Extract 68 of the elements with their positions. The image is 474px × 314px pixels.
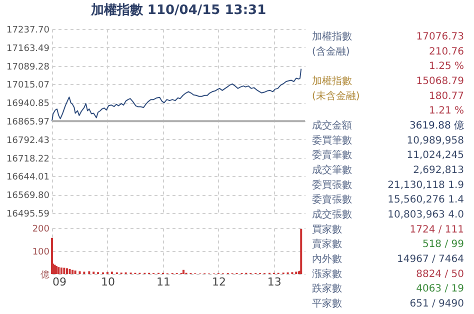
text: 210.76	[429, 46, 464, 58]
text: 1.21 %	[429, 106, 464, 117]
y-tick-label: 16865.97	[6, 118, 50, 128]
text: 21,130,118 1.9	[388, 180, 464, 191]
y-tick-label: 16718.22	[6, 154, 50, 164]
line-series	[52, 68, 302, 122]
bar	[58, 267, 60, 274]
bar	[74, 270, 76, 274]
category-label: 內外數	[312, 253, 342, 266]
y-tick-label: 16792.43	[6, 136, 50, 146]
category-label: 賣家數	[312, 238, 342, 250]
text: 10,989,958	[406, 135, 464, 146]
category-label: 成交金額	[312, 119, 352, 132]
y-tick-label: 16940.85	[6, 99, 50, 110]
bar	[68, 268, 71, 274]
y-tick-label: 16495.59	[6, 210, 50, 220]
bar	[300, 228, 302, 274]
text: 17076.73	[416, 31, 464, 42]
bar	[78, 271, 81, 274]
y-tick-label: 17015.07	[6, 80, 50, 91]
category-label: 跌家數	[312, 282, 342, 295]
category-label: 加權指數	[312, 74, 352, 87]
category-label: 成交張數	[312, 208, 352, 221]
text: 15,560,276 1.4	[388, 194, 464, 206]
bar	[63, 268, 66, 274]
text: 1724 / 111	[410, 224, 464, 236]
bar	[60, 268, 62, 274]
category-label: 成交筆數	[312, 164, 352, 176]
x-tick-label: 13	[267, 276, 282, 288]
text: 10,803,963 4.0	[388, 210, 464, 221]
text: 1.25 %	[429, 61, 464, 72]
text: 11,024,245	[406, 150, 464, 162]
category-label: (未含金融)	[312, 90, 360, 102]
category-label: 買家數	[312, 223, 342, 236]
y-tick-label: 17237.70	[6, 26, 50, 36]
category-label: 委賣筆數	[312, 149, 352, 162]
bar	[88, 271, 90, 274]
text: 651 / 9490	[410, 298, 464, 310]
x-tick-label: 09	[52, 276, 66, 288]
category-label: (含金融)	[312, 45, 350, 58]
category-label: 委買筆數	[312, 134, 352, 146]
text: 15068.79	[416, 76, 464, 87]
category-label: 平家數	[312, 298, 342, 310]
bar	[66, 268, 68, 274]
y-tick-label: 16569.80	[6, 191, 50, 202]
bar	[72, 270, 74, 274]
category-label: 委買張數	[312, 178, 352, 191]
y-tick-label: 億	[40, 270, 50, 280]
text: 180.77	[429, 90, 464, 102]
chart-title: 加權指數 110/04/15 13:31	[90, 3, 266, 18]
y-tick-label: 100	[32, 248, 50, 258]
text: 14967 / 7464	[397, 254, 464, 266]
x-tick-label: 12	[212, 276, 226, 288]
category-label: 加權指數	[312, 30, 352, 42]
text: 518 / 99	[422, 239, 464, 250]
x-tick-label: 11	[156, 276, 170, 288]
y-tick-label: 17163.49	[6, 44, 50, 54]
y-tick-label: 200	[32, 224, 50, 234]
category-label: 漲家數	[312, 268, 342, 280]
text: 8824 / 50	[416, 268, 464, 280]
category-label: 委賣張數	[312, 194, 352, 206]
bar	[182, 270, 184, 274]
text: 2,692,813	[413, 165, 464, 176]
text: 3619.88 億	[409, 120, 464, 132]
x-tick-label: 10	[100, 276, 115, 288]
text: 4063 / 19	[416, 284, 464, 295]
y-tick-label: 17089.28	[6, 62, 50, 72]
y-tick-label: 16644.01	[6, 172, 50, 183]
